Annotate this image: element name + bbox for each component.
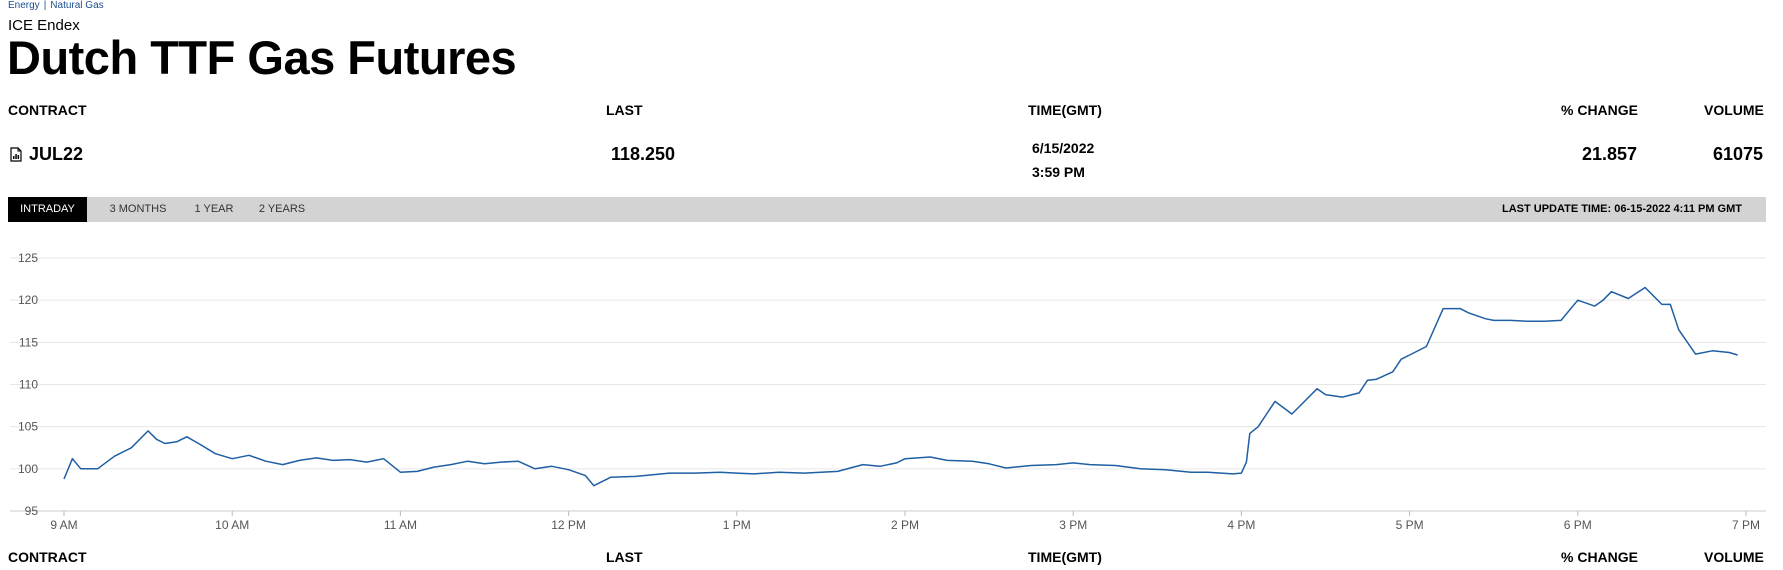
y-tick-label: 105 (18, 420, 38, 434)
y-tick-label: 100 (18, 462, 38, 476)
price-series-line (63, 286, 1738, 487)
y-tick-label: 120 (18, 293, 38, 307)
time-header: TIME(GMT) (1028, 102, 1102, 118)
breadcrumb-energy-link[interactable]: Energy (8, 0, 40, 11)
percent-change: 21.857 (1582, 144, 1638, 164)
y-tick-label: 110 (19, 378, 38, 392)
trade-time: 3:59 PM (1032, 164, 1085, 180)
x-tick-label: 10 AM (215, 518, 249, 530)
x-tick-label: 2 PM (891, 518, 919, 530)
x-tick-label: 12 PM (551, 518, 586, 530)
time-header-bottom: TIME(GMT) (1028, 549, 1102, 565)
last-header-bottom: LAST (606, 549, 643, 565)
volume-value: 61075 (1713, 144, 1764, 164)
x-tick-label: 4 PM (1227, 518, 1255, 530)
x-tick-label: 11 AM (384, 518, 417, 530)
tab-1-year[interactable]: 1 YEAR (194, 203, 234, 215)
trade-date: 6/15/2022 (1032, 140, 1095, 156)
y-tick-label: 95 (25, 504, 39, 518)
x-tick-label: 1 PM (723, 518, 751, 530)
breadcrumb-separator: | (43, 0, 47, 11)
x-tick-label: 7 PM (1732, 518, 1760, 530)
volume-header-bottom: VOLUME (1704, 549, 1764, 565)
y-tick-label: 125 (18, 251, 38, 265)
breadcrumb-natural-gas-link[interactable]: Natural Gas (50, 0, 104, 11)
x-tick-label: 3 PM (1059, 518, 1087, 530)
tab-2-years[interactable]: 2 YEARS (258, 203, 306, 215)
contract-header-bottom: CONTRACT (8, 549, 87, 565)
page-title: Dutch TTF Gas Futures (7, 31, 517, 84)
change-header: % CHANGE (1561, 102, 1639, 118)
last-update-time: LAST UPDATE TIME: 06-15-2022 4:11 PM GMT (1501, 203, 1742, 215)
breadcrumb: Energy | Natural Gas (8, 0, 104, 11)
contract-symbol[interactable]: JUL22 (29, 144, 84, 164)
contract-header: CONTRACT (8, 102, 87, 118)
volume-header: VOLUME (1704, 102, 1764, 118)
exchange-name: ICE Endex (8, 17, 80, 34)
document-chart-icon[interactable] (10, 147, 22, 162)
chart-range-tabs: INTRADAY 3 MONTHS 1 YEAR 2 YEARS LAST UP… (8, 197, 1766, 222)
last-price: 118.250 (611, 144, 676, 164)
change-header-bottom: % CHANGE (1561, 549, 1639, 565)
tab-intraday[interactable]: INTRADAY (8, 197, 87, 222)
x-tick-label: 9 AM (50, 518, 77, 530)
intraday-price-chart: 95 100 105 110 115 120 125 9 AM 10 AM 11 AM 12 PM 1… (10, 251, 1766, 530)
x-tick-label: 6 PM (1564, 518, 1592, 530)
last-header: LAST (606, 102, 643, 118)
x-tick-label: 5 PM (1396, 518, 1424, 530)
tab-3-months[interactable]: 3 MONTHS (109, 203, 167, 215)
y-tick-label: 115 (19, 335, 38, 349)
